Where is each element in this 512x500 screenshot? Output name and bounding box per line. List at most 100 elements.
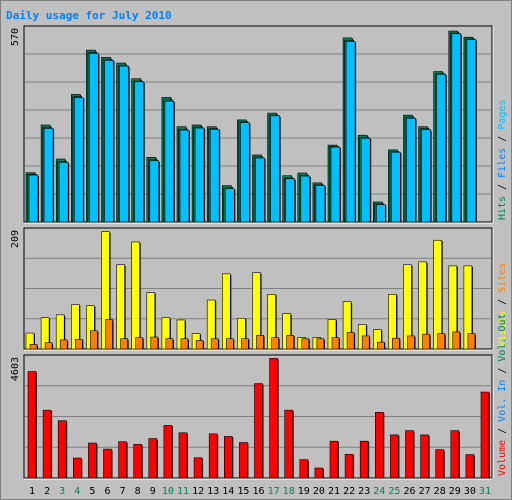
volume-bar bbox=[254, 383, 263, 479]
volume-bar bbox=[284, 409, 294, 479]
volume-bar bbox=[88, 442, 97, 479]
pages-bar bbox=[43, 128, 54, 223]
volume-bar bbox=[435, 449, 445, 479]
x-tick-label: 29 bbox=[449, 486, 461, 497]
sites-bar bbox=[316, 338, 325, 350]
volume-bar bbox=[27, 371, 37, 479]
sites-bar bbox=[437, 333, 446, 350]
volume-bar bbox=[390, 434, 399, 479]
sites-bar bbox=[301, 338, 310, 350]
sites-bar bbox=[331, 337, 340, 350]
x-tick-label: 27 bbox=[419, 486, 431, 497]
volume-bar bbox=[224, 436, 233, 479]
x-tick-label: 11 bbox=[177, 486, 189, 497]
volume-bar bbox=[73, 457, 82, 479]
pages-bar bbox=[74, 97, 84, 223]
x-tick-label: 9 bbox=[150, 486, 156, 497]
volume-bar bbox=[374, 411, 384, 479]
x-axis: 1 2 3 4 5 6 7 8 9 10 11 12 13 14 15 16 17 18 19 20 21 22 23 24 2… bbox=[29, 486, 491, 497]
y-max-label-2: 209 bbox=[10, 230, 21, 248]
legend-separator: / bbox=[497, 178, 508, 196]
pages-bar bbox=[391, 151, 401, 223]
volume-bar bbox=[239, 442, 248, 479]
volume-bar bbox=[359, 440, 369, 479]
sites-bar bbox=[241, 338, 249, 350]
volume-bar bbox=[450, 430, 460, 479]
y-max-label-3: 4603 bbox=[10, 357, 21, 381]
x-tick-label: 10 bbox=[162, 486, 174, 497]
x-tick-label: 17 bbox=[268, 486, 280, 497]
pages-bar bbox=[421, 129, 431, 223]
sites-bar bbox=[120, 338, 128, 350]
pages-bar bbox=[149, 160, 160, 223]
pages-bar bbox=[315, 185, 326, 223]
legend-top: Hits / Files / Pages bbox=[497, 100, 508, 220]
pages-bar bbox=[28, 174, 39, 223]
sites-bar bbox=[452, 331, 461, 350]
sites-bar bbox=[256, 335, 264, 350]
x-tick-label: 15 bbox=[237, 486, 249, 497]
pages-bar bbox=[194, 127, 205, 223]
x-tick-label: 5 bbox=[89, 486, 95, 497]
x-tick-label: 25 bbox=[388, 486, 400, 497]
legend-bot: Volume / Vol. In / Vol. Out bbox=[497, 313, 508, 476]
x-tick-label: 14 bbox=[222, 486, 234, 497]
x-tick-label: 2 bbox=[44, 486, 50, 497]
x-tick-label: 18 bbox=[283, 486, 295, 497]
pages-bar bbox=[240, 122, 250, 223]
legend-separator: / bbox=[497, 362, 508, 380]
pages-bar bbox=[270, 115, 280, 223]
volume-bar bbox=[57, 420, 67, 479]
sites-bar bbox=[226, 338, 234, 350]
x-tick-label: 7 bbox=[120, 486, 126, 497]
volume-bar bbox=[465, 454, 475, 479]
x-tick-label: 22 bbox=[343, 486, 355, 497]
sites-bar bbox=[90, 330, 98, 350]
pages-bar bbox=[255, 157, 265, 223]
sites-bar bbox=[467, 333, 476, 350]
sites-bar bbox=[180, 338, 189, 350]
pages-bar bbox=[375, 204, 386, 223]
sites-bar bbox=[392, 337, 400, 350]
sites-bar bbox=[29, 344, 38, 350]
x-tick-label: 8 bbox=[135, 486, 141, 497]
x-tick-label: 20 bbox=[313, 486, 325, 497]
pages-bar bbox=[436, 73, 447, 223]
sites-bar bbox=[135, 337, 143, 350]
sites-bar bbox=[286, 335, 295, 350]
volume-bar bbox=[208, 433, 218, 479]
x-tick-label: 21 bbox=[328, 486, 340, 497]
volume-bar bbox=[42, 409, 52, 479]
volume-bar bbox=[178, 432, 188, 479]
pages-bar bbox=[330, 146, 341, 223]
volume-bar bbox=[299, 459, 309, 479]
legend-item-vol-out: Vol. Out bbox=[497, 313, 508, 361]
chart-title: Daily usage for July 2010 bbox=[6, 9, 172, 22]
legend-item-files: Files bbox=[497, 148, 508, 178]
x-tick-label: 3 bbox=[59, 486, 65, 497]
pages-bar bbox=[345, 41, 356, 223]
legend-item-vol-in: Vol. In bbox=[497, 380, 508, 422]
sites-bar bbox=[210, 338, 219, 350]
sites-bar bbox=[346, 332, 355, 350]
sites-bar bbox=[165, 338, 174, 350]
volume-bar bbox=[193, 457, 203, 479]
sites-bar bbox=[361, 335, 370, 350]
x-tick-label: 19 bbox=[298, 486, 310, 497]
x-tick-label: 28 bbox=[434, 486, 446, 497]
volume-bar bbox=[163, 425, 173, 479]
x-tick-label: 16 bbox=[252, 486, 264, 497]
sites-bar bbox=[271, 337, 279, 350]
legend-item-volume: Volume bbox=[497, 440, 508, 476]
pages-bar bbox=[179, 129, 190, 223]
x-tick-label: 23 bbox=[358, 486, 370, 497]
volume-bar bbox=[269, 358, 278, 479]
pages-bar bbox=[134, 81, 144, 223]
sites-bar bbox=[44, 342, 53, 350]
sites-bar bbox=[376, 341, 385, 350]
sites-bar bbox=[407, 335, 415, 350]
visits-bar bbox=[116, 264, 125, 350]
sites-bar bbox=[422, 333, 430, 350]
